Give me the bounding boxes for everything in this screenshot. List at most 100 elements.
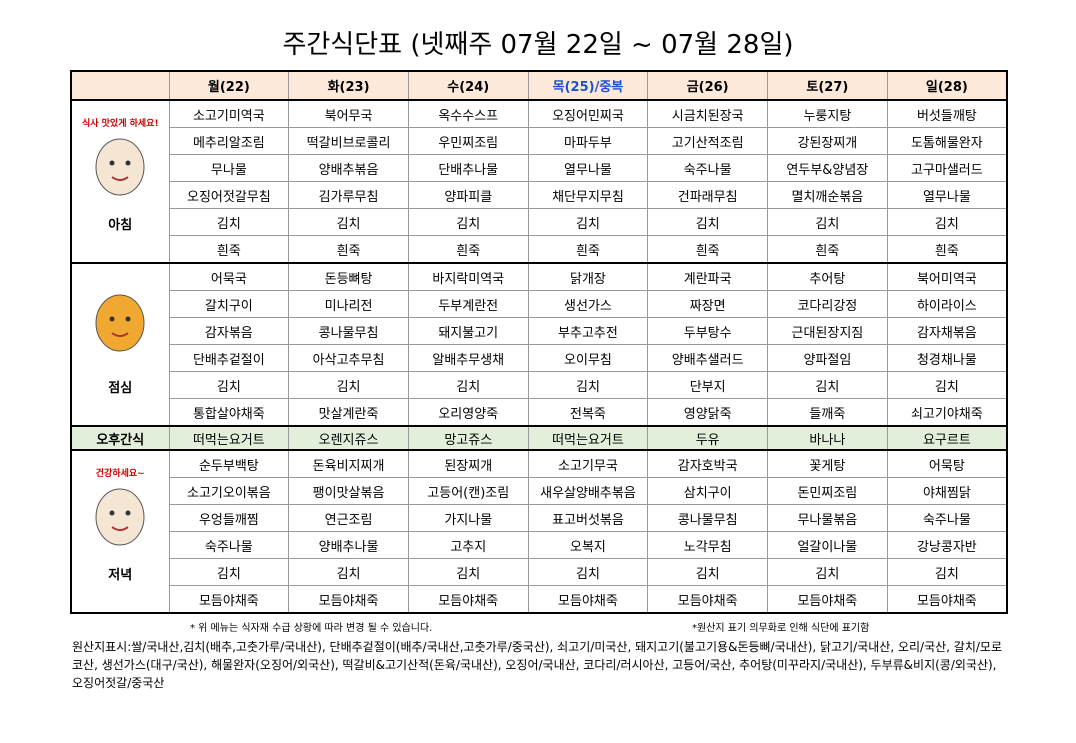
menu-item: 들깨죽 (767, 398, 888, 427)
menu-item: 노각무침 (647, 531, 769, 559)
menu-item: 김치 (168, 208, 290, 236)
section-image: 건강하세요~ (72, 452, 168, 563)
menu-item: 계란파국 (647, 262, 769, 291)
menu-item: 생선가스 (527, 290, 649, 318)
day-header: 토(27) (767, 70, 888, 101)
menu-item: 김치 (647, 208, 769, 236)
section-image (72, 265, 168, 376)
menu-item: 멸치깨순볶음 (767, 181, 888, 209)
day-header: 월(22) (168, 70, 290, 101)
menu-item: 돼지불고기 (407, 317, 529, 345)
menu-item: 갈치구이 (168, 290, 290, 318)
menu-item: 채단무지무침 (527, 181, 649, 209)
menu-item: 두부계란전 (407, 290, 529, 318)
menu-item: 모듬야채죽 (767, 585, 888, 614)
menu-item: 모듬야채죽 (527, 585, 649, 614)
menu-item: 김치 (407, 558, 529, 586)
menu-item: 메추리알조림 (168, 127, 290, 155)
title: 주간식단표 (넷째주 07월 22일 ~ 07월 28일) (282, 30, 794, 60)
menu-item: 도톰해물완자 (886, 127, 1008, 155)
menu-item: 요구르트 (886, 425, 1008, 451)
menu-item: 김치 (527, 371, 649, 399)
menu-row: 갈치구이 미나리전 두부계란전 생선가스 짜장면 코다리강정 하이라이스 (71, 290, 1008, 318)
day-header: 금(26) (647, 70, 769, 101)
menu-item: 소고기미역국 (168, 99, 290, 128)
menu-item: 연근조림 (288, 504, 409, 532)
menu-item: 영양닭죽 (647, 398, 769, 427)
menu-item: 팽이맛살볶음 (288, 477, 409, 505)
menu-item: 양배추샐러드 (647, 344, 769, 372)
menu-item: 마파두부 (527, 127, 649, 155)
day-header: 일(28) (886, 70, 1008, 101)
menu-item: 고추지 (407, 531, 529, 559)
character-icon (95, 294, 145, 352)
character-icon (95, 488, 145, 545)
menu-item: 맛살계란죽 (288, 398, 409, 427)
menu-row: 우엉들깨찜 연근조림 가지나물 표고버섯볶음 콩나물무침 무나물볶음 숙주나물 (71, 504, 1008, 532)
menu-item: 감자채볶음 (886, 317, 1008, 345)
menu-item: 누룽지탕 (767, 99, 888, 128)
menu-item: 양배추볶음 (288, 154, 409, 182)
menu-item: 새우살양배추볶음 (527, 477, 649, 505)
menu-item: 바나나 (767, 425, 888, 451)
menu-item: 소고기오이볶음 (168, 477, 290, 505)
menu-item: 쇠고기야채죽 (886, 398, 1008, 427)
menu-item: 열무나물 (527, 154, 649, 182)
menu-row: 단배추겉절이 아삭고추무침 알배추무생채 오이무침 양배추샐러드 양파절임 청경채나물 (71, 344, 1008, 372)
menu-item: 연두부&양념장 (767, 154, 888, 182)
menu-item: 무나물볶음 (767, 504, 888, 532)
day-header: 화(23) (288, 70, 409, 101)
menu-item: 흰죽 (168, 235, 290, 264)
menu-item: 버섯들깨탕 (886, 99, 1008, 128)
menu-row: 김치 김치 김치 김치 김치 김치 김치 (71, 208, 1008, 236)
section-label: 아침 (108, 218, 133, 233)
menu-item: 모듬야채죽 (407, 585, 529, 614)
menu-item: 오이무침 (527, 344, 649, 372)
menu-item: 알배추무생채 (407, 344, 529, 372)
menu-item: 김치 (647, 558, 769, 586)
menu-item: 흰죽 (527, 235, 649, 264)
menu-item: 고기산적조림 (647, 127, 769, 155)
menu-item: 모듬야채죽 (647, 585, 769, 614)
menu-row: 건강하세요~ 저녁 순두부백탕 돈육비지찌개 된장찌개 소고기무국 감자호박국 꽃게탕 어묵탕 (70, 449, 1008, 614)
menu-row: 감자볶음 콩나물무침 돼지불고기 부추고추전 두부탕수 근대된장지짐 감자채볶음 (71, 317, 1008, 345)
menu-item: 숙주나물 (647, 154, 769, 182)
menu-row: 점심 어묵국 돈등뼈탕 바지락미역국 닭개장 계란파국 추어탕 북어미역국 (70, 262, 1008, 427)
menu-item: 김치 (767, 558, 888, 586)
menu-item: 김치 (407, 208, 529, 236)
menu-item: 꽃게탕 (767, 449, 888, 478)
menu-item: 양파피클 (407, 181, 529, 209)
menu-item: 닭개장 (527, 262, 649, 291)
menu-row: 김치 김치 김치 김치 김치 김치 김치 (71, 558, 1008, 586)
menu-item: 흰죽 (407, 235, 529, 264)
menu-item: 북어무국 (288, 99, 409, 128)
menu-item: 건파래무침 (647, 181, 769, 209)
menu-item: 옥수수스프 (407, 99, 529, 128)
menu-item: 콩나물무침 (288, 317, 409, 345)
menu-item: 흰죽 (767, 235, 888, 264)
menu-item: 부추고추전 (527, 317, 649, 345)
menu-row: 통합살야채죽 맛살계란죽 오리영양죽 전복죽 영양닭죽 들깨죽 쇠고기야채죽 (71, 398, 1008, 427)
corner-cell (70, 70, 170, 101)
menu-item: 숙주나물 (886, 504, 1008, 532)
menu-item: 우민찌조림 (407, 127, 529, 155)
menu-item: 김치 (527, 558, 649, 586)
menu-item: 김치 (527, 208, 649, 236)
origin-note: 원산지표시:쌀/국내산,김치(배추,고춧가루/국내산), 단배추겉절이(배추/국… (72, 640, 1002, 690)
section-cell: 점심 (70, 262, 170, 427)
menu-item: 떠먹는요거트 (527, 425, 649, 451)
menu-item: 김치 (168, 371, 290, 399)
menu-item: 단부지 (647, 371, 769, 399)
note: *원산지 표기 의무화로 인해 식단에 표기함 (692, 623, 870, 634)
menu-item: 돈민찌조림 (767, 477, 888, 505)
menu-item: 어묵탕 (886, 449, 1008, 478)
section-label: 점심 (108, 381, 133, 396)
menu-item: 근대된장지짐 (767, 317, 888, 345)
menu-item: 돈등뼈탕 (288, 262, 409, 291)
header-row: 월(22) 화(23) 수(24) 목(25)/중복 금(26) 토(27) 일(28) (70, 70, 1008, 101)
menu-item: 김치 (767, 208, 888, 236)
section-image: 식사 맛있게 하세요! (72, 102, 168, 213)
menu-item: 모듬야채죽 (886, 585, 1008, 614)
menu-item: 두유 (647, 425, 769, 451)
